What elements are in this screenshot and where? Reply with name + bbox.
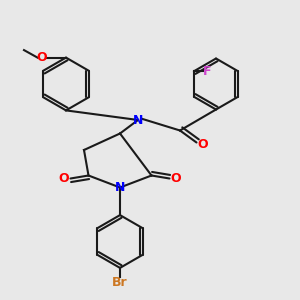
Text: O: O (58, 172, 69, 185)
Text: N: N (115, 181, 125, 194)
Text: O: O (198, 137, 208, 151)
Text: F: F (203, 65, 212, 78)
Text: O: O (37, 51, 47, 64)
Text: N: N (133, 113, 143, 127)
Text: Br: Br (112, 276, 128, 289)
Text: O: O (171, 172, 182, 185)
